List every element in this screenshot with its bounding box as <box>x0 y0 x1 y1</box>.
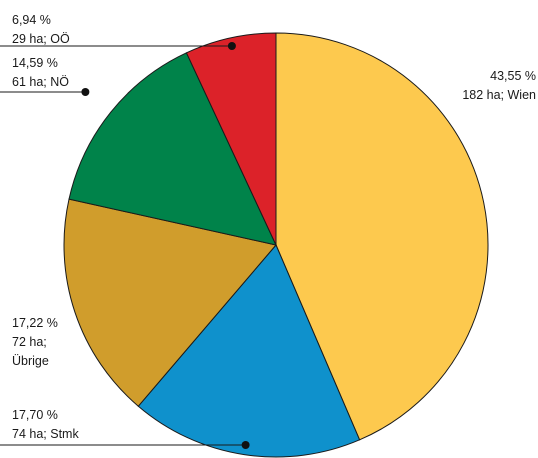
leader-dot-1 <box>241 441 250 449</box>
pie-slices <box>63 32 489 458</box>
pie-slice-1 <box>137 244 361 458</box>
slice-label-0-line-1: 43,55 % <box>490 69 536 83</box>
pie-slice-4 <box>185 32 277 246</box>
leader-dot-4 <box>227 42 236 50</box>
slice-label-0-line-2: 182 ha; Wien <box>462 88 536 102</box>
leader-dot-3 <box>81 88 90 96</box>
slice-label-1-line-1: 17,70 % <box>12 408 58 422</box>
slice-labels: 43,55 % 182 ha; Wien 17,70 % 74 ha; Stmk 17,… <box>12 13 536 441</box>
slice-label-4-line-2: 29 ha; OÖ <box>12 32 70 46</box>
pie-slice-3 <box>68 52 277 246</box>
slice-label-2-line-3: Übrige <box>12 354 49 368</box>
slice-label-1-line-2: 74 ha; Stmk <box>12 427 79 441</box>
pie-slice-0 <box>275 32 489 441</box>
pie-slice-2 <box>63 198 277 407</box>
slice-label-2-line-1: 17,22 % <box>12 316 58 330</box>
leader-lines <box>0 42 250 449</box>
slice-label-4-line-1: 6,94 % <box>12 13 51 27</box>
slice-label-3-line-1: 14,59 % <box>12 56 58 70</box>
slice-label-2-line-2: 72 ha; <box>12 335 47 349</box>
slice-label-3-line-2: 61 ha; NÖ <box>12 75 69 89</box>
